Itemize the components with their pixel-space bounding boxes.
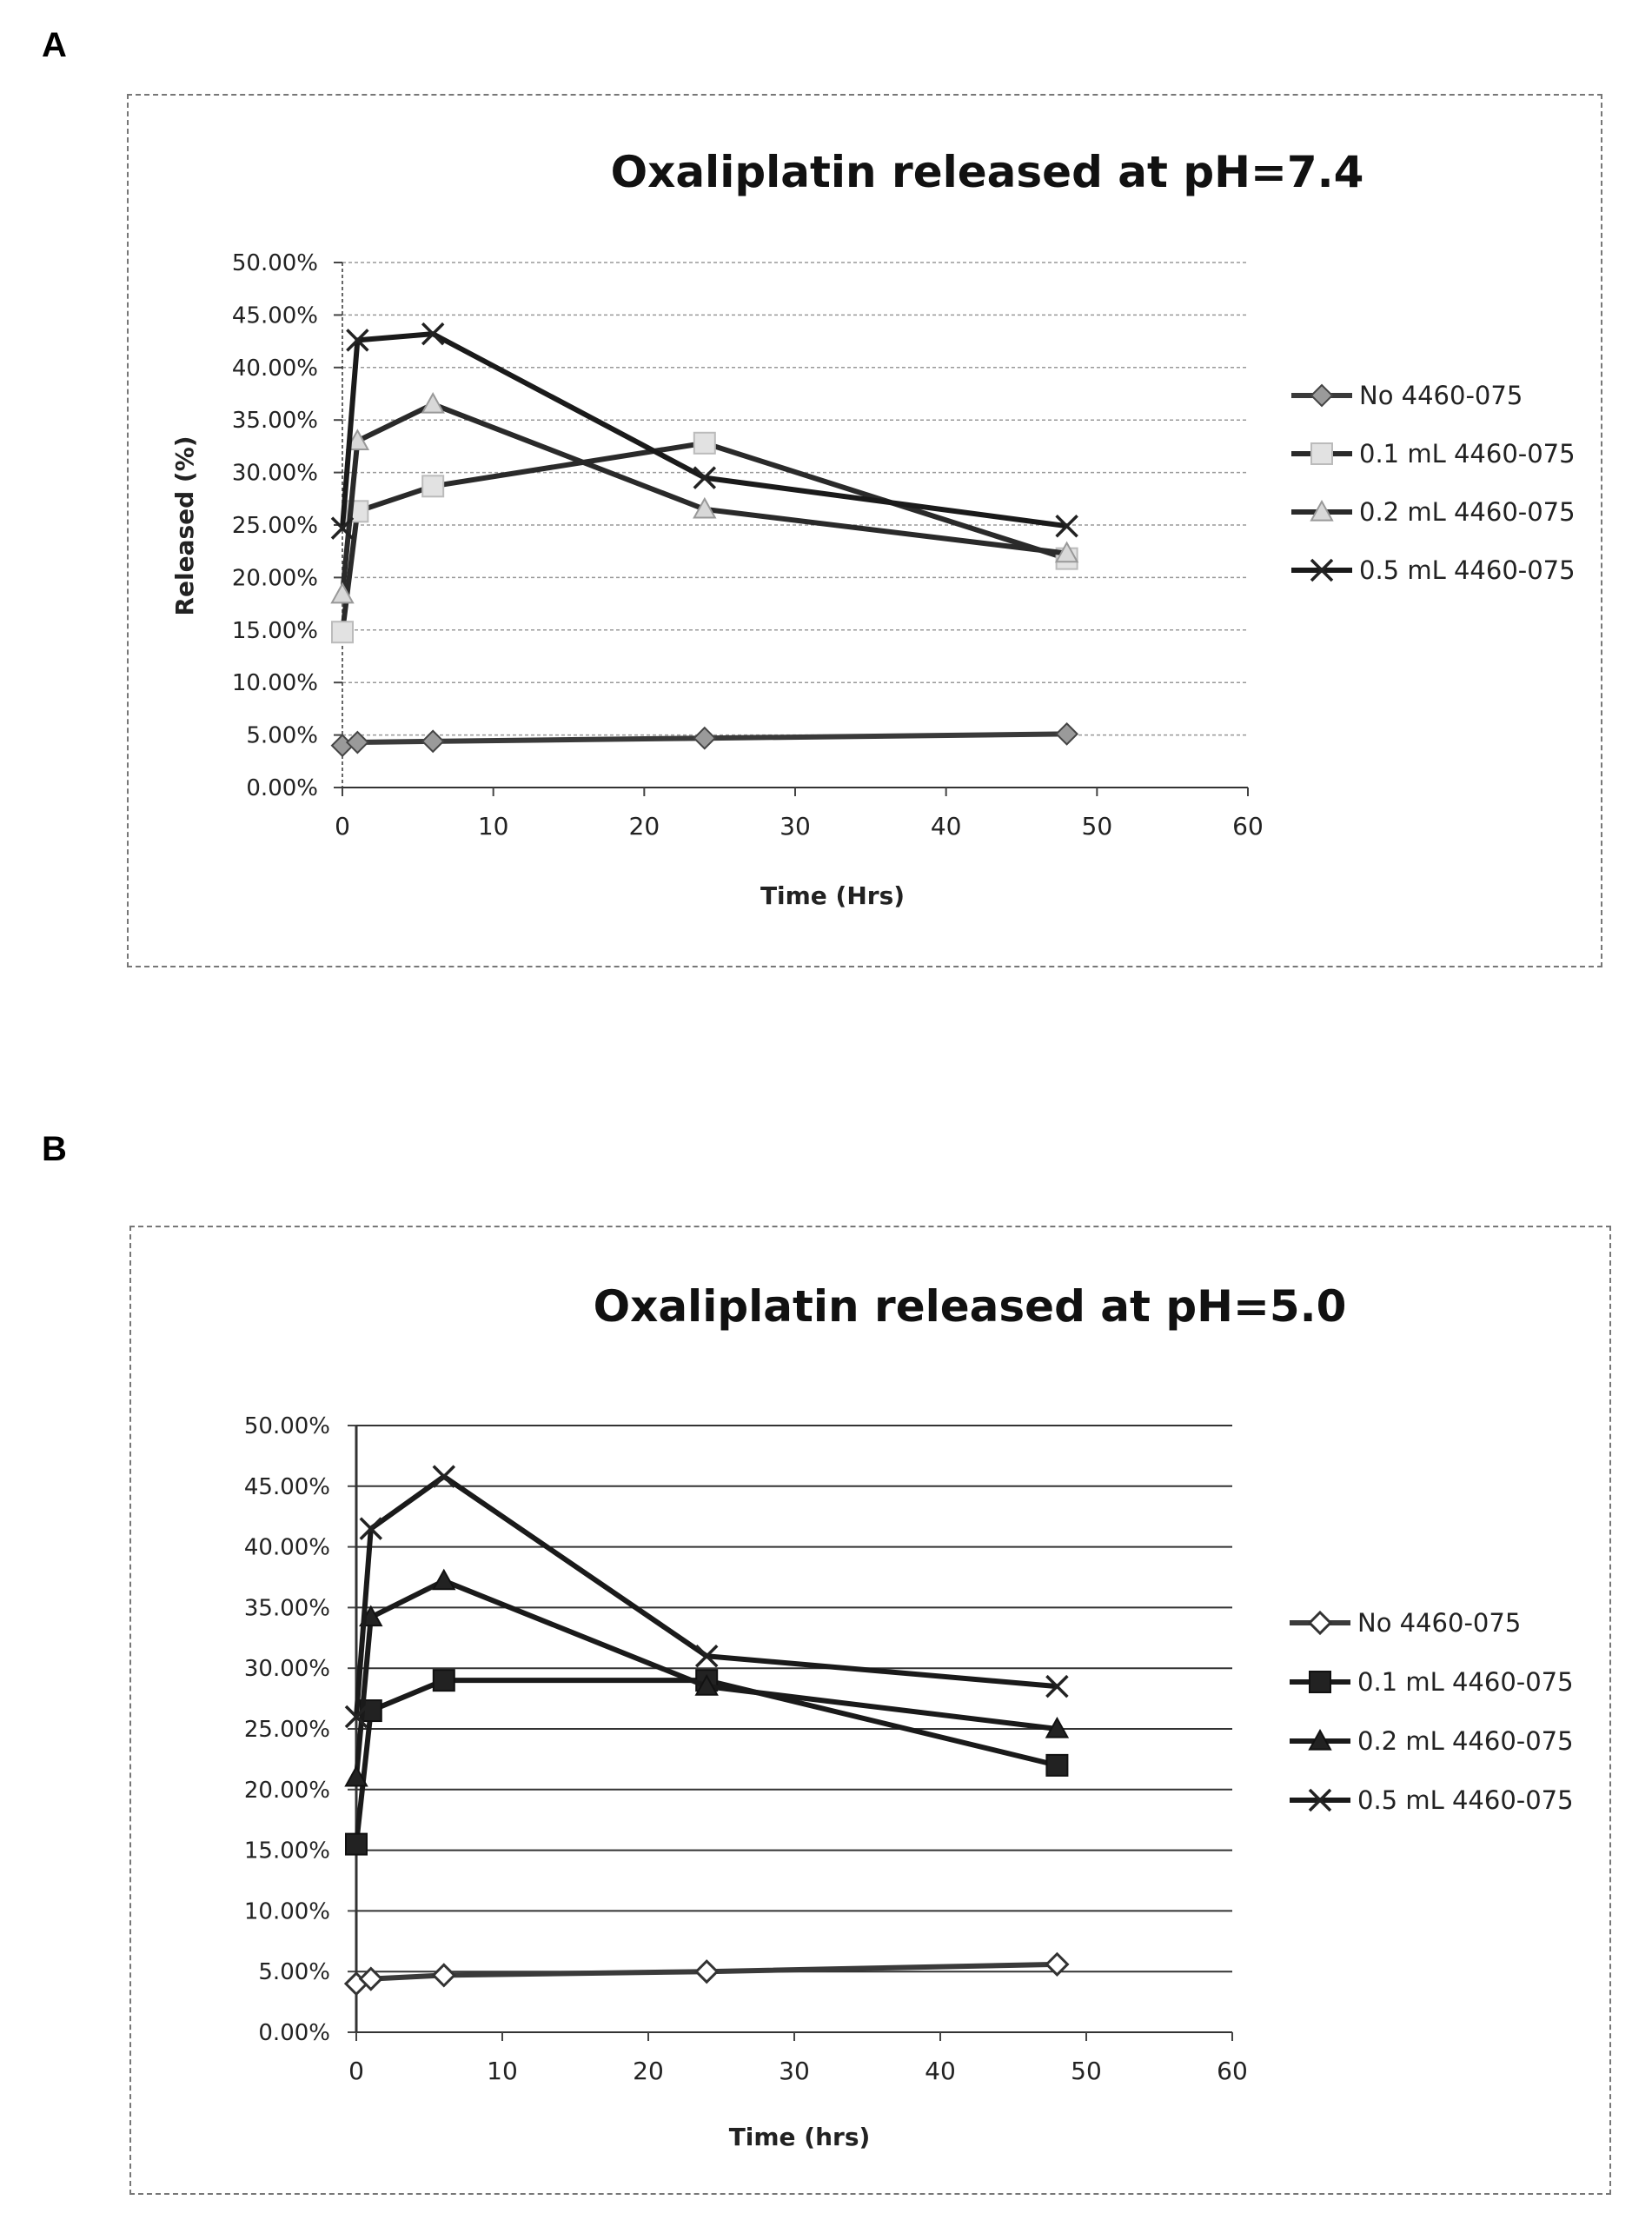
chart1-data-point xyxy=(422,475,443,496)
chart2-ytick-label: 50.00% xyxy=(244,1413,330,1439)
chart1-legend-marker xyxy=(1311,443,1332,464)
chart2-ytick-label: 0.00% xyxy=(258,2020,330,2046)
chart1-ytick-label: 10.00% xyxy=(232,670,318,696)
chart2-xtick-label: 10 xyxy=(487,2057,518,2085)
chart1-ytick-label: 5.00% xyxy=(246,723,318,749)
chart2-title: Oxaliplatin released at pH=5.0 xyxy=(594,1281,1347,1332)
chart1-data-point xyxy=(332,621,353,642)
chart1-ytick-label: 50.00% xyxy=(232,250,318,276)
chart1-title: Oxaliplatin released at pH=7.4 xyxy=(611,147,1364,197)
chart1-x-axis-label: Time (Hrs) xyxy=(760,881,905,910)
chart1-legend-marker xyxy=(1311,385,1332,406)
chart2-series-line xyxy=(356,1680,1057,1844)
chart2-xtick-label: 60 xyxy=(1217,2057,1248,2085)
chart2-legend-label: 0.1 mL 4460-075 xyxy=(1357,1667,1574,1697)
chart1-data-point xyxy=(694,728,715,748)
chart2-xtick-label: 20 xyxy=(633,2057,664,2085)
chart1-y-axis-label: Released (%) xyxy=(170,435,199,615)
chart1-ytick-label: 40.00% xyxy=(232,356,318,382)
chart2-legend-label: No 4460-075 xyxy=(1357,1608,1521,1638)
chart1-ytick-label: 30.00% xyxy=(232,461,318,487)
chart2-legend-marker xyxy=(1310,1612,1330,1633)
chart1-ytick-label: 25.00% xyxy=(232,513,318,539)
chart1-xtick-label: 20 xyxy=(629,812,660,841)
chart2-data-point xyxy=(346,1834,367,1855)
chart2-data-point xyxy=(434,1670,454,1691)
chart2-xtick-label: 30 xyxy=(779,2057,810,2085)
chart1-data-point xyxy=(1057,723,1078,744)
chart2-data-point xyxy=(434,1571,454,1590)
chart1-xtick-label: 0 xyxy=(335,812,350,841)
chart2-xtick-label: 40 xyxy=(925,2057,956,2085)
chart2-data-point xyxy=(434,1466,454,1487)
charts-svg: Oxaliplatin released at pH=7.4 0.00% 5.00%… xyxy=(0,0,1652,2220)
chart1-data-point xyxy=(694,433,715,454)
chart2-ytick-label: 20.00% xyxy=(244,1778,330,1804)
chart2-ytick-label: 5.00% xyxy=(258,1959,330,1985)
chart1-legend-label: 0.1 mL 4460-075 xyxy=(1359,439,1576,469)
chart1-xtick-label: 30 xyxy=(780,812,811,841)
chart2-ytick-label: 35.00% xyxy=(244,1595,330,1621)
chart1-legend-label: 0.5 mL 4460-075 xyxy=(1359,555,1576,585)
chart1-ytick-label: 15.00% xyxy=(232,618,318,644)
chart2-xtick-label: 50 xyxy=(1071,2057,1102,2085)
chart1-data-point xyxy=(422,394,443,413)
chart1-xtick-label: 10 xyxy=(478,812,509,841)
chart1-ytick-label: 0.00% xyxy=(246,775,318,801)
chart2-ytick-label: 25.00% xyxy=(244,1717,330,1743)
chart2-ytick-label: 15.00% xyxy=(244,1838,330,1864)
chart2-ytick-label: 30.00% xyxy=(244,1656,330,1682)
chart2-x-axis-label: Time (hrs) xyxy=(729,2123,871,2151)
chart2-ytick-label: 10.00% xyxy=(244,1898,330,1924)
chart1-xtick-label: 40 xyxy=(931,812,962,841)
chart1-legend-label: 0.2 mL 4460-075 xyxy=(1359,497,1576,527)
chart2-data-point xyxy=(696,1961,717,1982)
chart2-data-point xyxy=(1046,1755,1067,1776)
chart1-data-point xyxy=(422,731,443,752)
chart1-ytick-label: 45.00% xyxy=(232,302,318,329)
chart1-ytick-label: 35.00% xyxy=(232,408,318,434)
chart1-ytick-label: 20.00% xyxy=(232,565,318,591)
chart2-legend-marker xyxy=(1310,1672,1330,1692)
chart2-data-point xyxy=(434,1964,454,1985)
chart2-xtick-label: 0 xyxy=(348,2057,364,2085)
chart2-ytick-label: 40.00% xyxy=(244,1535,330,1561)
chart2-legend-label: 0.2 mL 4460-075 xyxy=(1357,1726,1574,1756)
chart2-legend-label: 0.5 mL 4460-075 xyxy=(1357,1785,1574,1815)
chart2-ytick-label: 45.00% xyxy=(244,1474,330,1500)
chart1-legend-label: No 4460-075 xyxy=(1359,381,1523,410)
chart1-xtick-label: 50 xyxy=(1082,812,1113,841)
chart1-xtick-label: 60 xyxy=(1232,812,1264,841)
